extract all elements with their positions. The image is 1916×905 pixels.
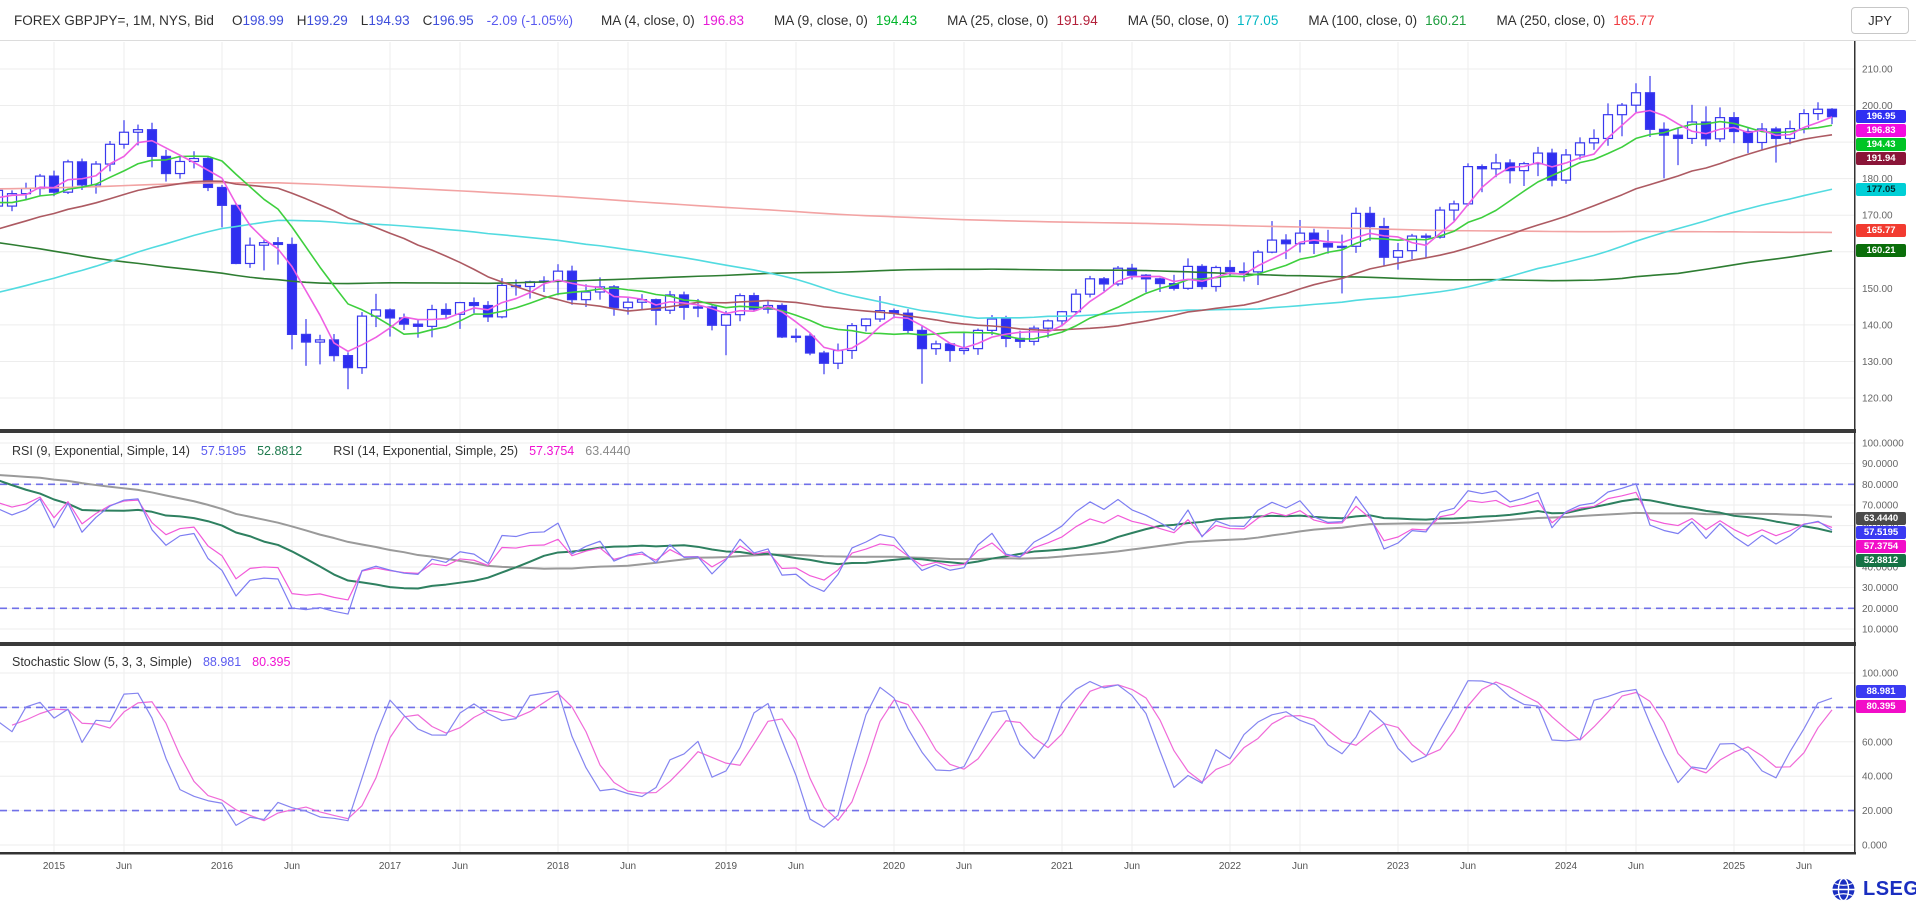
ma-legend-item: MA (9, close, 0) 194.43 <box>774 12 918 28</box>
rsi-title-part: 57.3754 <box>529 444 575 458</box>
moving-average-lines <box>0 109 1833 353</box>
date-axis-label: 2021 <box>1051 861 1074 872</box>
stochastic-lines <box>0 680 1833 828</box>
price-axis-label: 140.00 <box>1862 320 1893 331</box>
price-axis-label: 170.00 <box>1862 211 1893 222</box>
rsi-axis-label: 90.0000 <box>1862 459 1899 470</box>
rsi-title-part: RSI (9, Exponential, Simple, 14) <box>12 444 190 458</box>
lseg-logo: LSEG <box>1831 877 1916 902</box>
change-value: -2.09 (-1.05%) <box>486 12 573 28</box>
ohlc-field: H199.29 <box>296 12 348 28</box>
rsi-axis-label: 70.0000 <box>1862 501 1899 512</box>
candlesticks[interactable] <box>0 75 1838 390</box>
date-axis-label: 2023 <box>1387 861 1410 872</box>
rsi-axis-label: 30.0000 <box>1862 583 1899 594</box>
date-axis-label: Jun <box>1460 861 1476 872</box>
threshold-lines <box>0 483 1854 812</box>
price-axis-label: 120.00 <box>1862 394 1893 405</box>
date-axis-label: 2015 <box>43 861 66 872</box>
rsi-axis-label: 40.0000 <box>1862 563 1899 574</box>
date-axis-label: 2018 <box>547 861 570 872</box>
rsi-axis-label: 10.0000 <box>1862 625 1899 636</box>
currency-axis-button[interactable]: JPY <box>1851 7 1909 34</box>
stoch-axis-label: 0.000 <box>1862 841 1887 852</box>
rsi-title-part: 63.4440 <box>585 444 631 458</box>
rsi-panel-title: RSI (9, Exponential, Simple, 14) 57.5195 5… <box>12 444 641 458</box>
stoch-axis-label: 100.000 <box>1862 669 1899 680</box>
price-axis-badge: 191.94 <box>1856 151 1906 165</box>
stoch-title-part: 80.395 <box>252 655 291 669</box>
date-axis-label: Jun <box>1796 861 1812 872</box>
date-axis-label: 2016 <box>211 861 234 872</box>
date-axis-label: Jun <box>284 861 300 872</box>
rsi-axis-badge: 57.3754 <box>1856 539 1906 553</box>
price-axis-label: 200.00 <box>1862 101 1893 112</box>
lseg-globe-icon <box>1832 877 1855 902</box>
date-axis-label: Jun <box>956 861 972 872</box>
stoch-axis-label: 60.000 <box>1862 737 1893 748</box>
ma-legend-item: MA (4, close, 0) 196.83 <box>600 12 745 28</box>
rsi-title-part: 52.8812 <box>257 444 303 458</box>
ohlc-field: L194.93 <box>360 12 410 28</box>
date-axis[interactable]: 2015 Jun 2016 Jun 2017 Jun 2018 Jun 2019 Jun 2020 J… <box>43 861 1812 872</box>
rsi-title-part: 57.5195 <box>200 444 247 458</box>
date-axis-label: Jun <box>452 861 468 872</box>
price-axis-badge: 194.43 <box>1856 137 1906 151</box>
rsi-axis-label: 80.0000 <box>1862 480 1899 491</box>
price-axis-badge: 165.77 <box>1856 223 1906 237</box>
date-axis-label: Jun <box>1124 861 1140 872</box>
instrument-title: FOREX GBPJPY=, 1M, NYS, Bid <box>14 12 214 28</box>
rsi-axis-badge: 57.5195 <box>1856 525 1906 539</box>
price-axis-label: 180.00 <box>1862 174 1893 185</box>
stoch-title-part: 88.981 <box>202 655 242 669</box>
price-axis-label: 150.00 <box>1862 284 1893 295</box>
rsi-lines <box>0 474 1833 615</box>
lseg-logo-text: LSEG <box>1863 878 1916 900</box>
ma-legend-item: MA (250, close, 0) 165.77 <box>1496 12 1655 28</box>
ma-legend-item: MA (100, close, 0) 160.21 <box>1308 12 1467 28</box>
ohlc-group: O198.99 H199.29 L194.93 C196.95 <box>232 13 487 28</box>
rsi-title-part: RSI (14, Exponential, Simple, 25) <box>333 444 519 458</box>
date-axis-label: 2024 <box>1555 861 1578 872</box>
date-axis-label: 2022 <box>1219 861 1242 872</box>
header-divider <box>0 40 1916 41</box>
date-axis-label: Jun <box>788 861 804 872</box>
ohlc-field: C196.95 <box>422 12 474 28</box>
price-axis-label: 130.00 <box>1862 357 1893 368</box>
price-axis-badge: 160.21 <box>1856 244 1906 258</box>
stoch-axis-label: 20.000 <box>1862 806 1893 817</box>
rsi-axis-badge: 63.4440 <box>1856 511 1906 525</box>
date-axis-label: Jun <box>116 861 132 872</box>
date-axis-label: 2017 <box>379 861 402 872</box>
chart-legend: FOREX GBPJPY=, 1M, NYS, Bid O198.99 H199.… <box>14 0 1685 40</box>
rsi-axis-label: 100.0000 <box>1862 439 1904 450</box>
ma-legend-item: MA (25, close, 0) 191.94 <box>947 12 1098 28</box>
ma-legend-item: MA (50, close, 0) 177.05 <box>1127 12 1279 28</box>
price-axis-label: 210.00 <box>1862 65 1893 76</box>
panel-frames <box>0 40 1856 855</box>
price-axis-badge: 196.83 <box>1856 123 1906 137</box>
date-axis-label: Jun <box>1292 861 1308 872</box>
rsi-axis-badge: 52.8812 <box>1856 553 1906 567</box>
rsi-axis-label: 20.0000 <box>1862 604 1899 615</box>
date-axis-label: Jun <box>1628 861 1644 872</box>
price-axis-badge: 177.05 <box>1856 182 1906 196</box>
date-axis-label: 2020 <box>883 861 906 872</box>
stoch-panel-title: Stochastic Slow (5, 3, 3, Simple) 88.981 8… <box>12 655 301 669</box>
date-axis-label: Jun <box>620 861 636 872</box>
stoch-axis-label: 40.000 <box>1862 772 1893 783</box>
stoch-title-part: Stochastic Slow (5, 3, 3, Simple) <box>12 655 192 669</box>
ohlc-field: O198.99 <box>231 12 284 28</box>
stoch-axis-badge: 80.395 <box>1856 699 1906 713</box>
date-axis-label: 2019 <box>715 861 738 872</box>
date-axis-label: 2025 <box>1723 861 1746 872</box>
stoch-axis-badge: 88.981 <box>1856 685 1906 699</box>
ma-legend-group: MA (4, close, 0) 196.83 MA (9, close, 0) 19… <box>601 13 1685 28</box>
price-axis-badge: 196.95 <box>1856 109 1906 123</box>
